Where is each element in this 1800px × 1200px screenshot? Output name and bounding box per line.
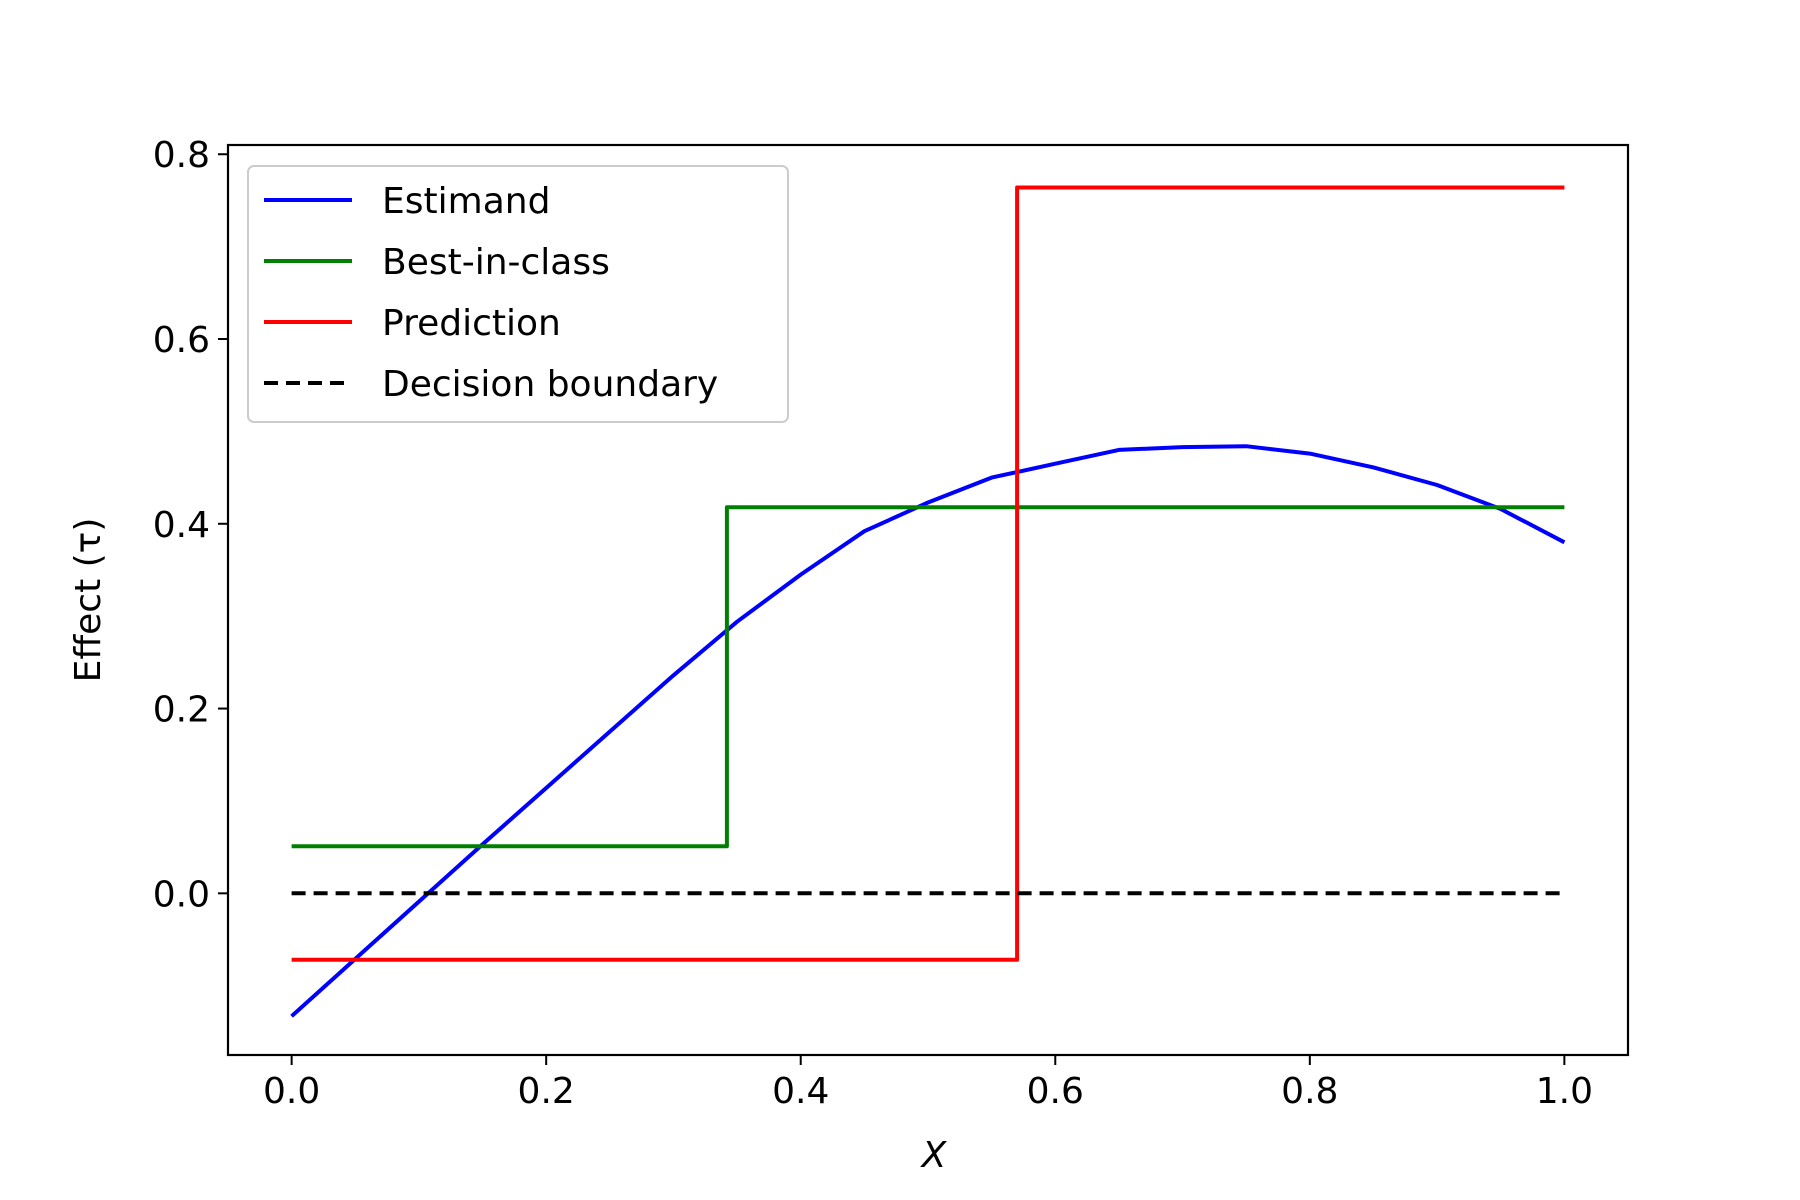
x-tick-label: 0.8	[1281, 1071, 1338, 1112]
series-line-prediction	[291, 185, 1565, 962]
x-tick-label: 0.0	[263, 1071, 320, 1112]
y-tick-label: 0.2	[153, 690, 210, 731]
series-line-best-in-class	[291, 505, 1565, 849]
legend-label: Prediction	[382, 303, 561, 344]
x-axis-label: X	[920, 1135, 948, 1176]
legend: Estimand Best-in-class Prediction Decision …	[247, 165, 789, 423]
y-tick-label: 0.4	[153, 505, 210, 546]
legend-label: Decision boundary	[382, 364, 718, 405]
x-tick-label: 0.4	[772, 1071, 829, 1112]
y-tick-label: 0.0	[153, 874, 210, 915]
legend-label: Best-in-class	[382, 242, 610, 283]
plot-area	[290, 185, 1566, 1018]
series-line-estimand	[290, 444, 1566, 1018]
legend-label: Estimand	[382, 181, 550, 222]
axes: 0.0 0.2 0.4 0.6 0.8 1.0 0.0 0.2 0.4 0.6 0.8	[153, 135, 1630, 1112]
x-tick-label: 1.0	[1536, 1071, 1593, 1112]
x-tick-label: 0.6	[1027, 1071, 1084, 1112]
y-axis-label: Effect (τ)	[68, 518, 109, 683]
plot-frame	[226, 143, 1630, 1057]
y-tick-label: 0.8	[153, 135, 210, 176]
x-tick-label: 0.2	[518, 1071, 575, 1112]
legend-box	[247, 165, 789, 423]
y-tick-label: 0.6	[153, 320, 210, 361]
